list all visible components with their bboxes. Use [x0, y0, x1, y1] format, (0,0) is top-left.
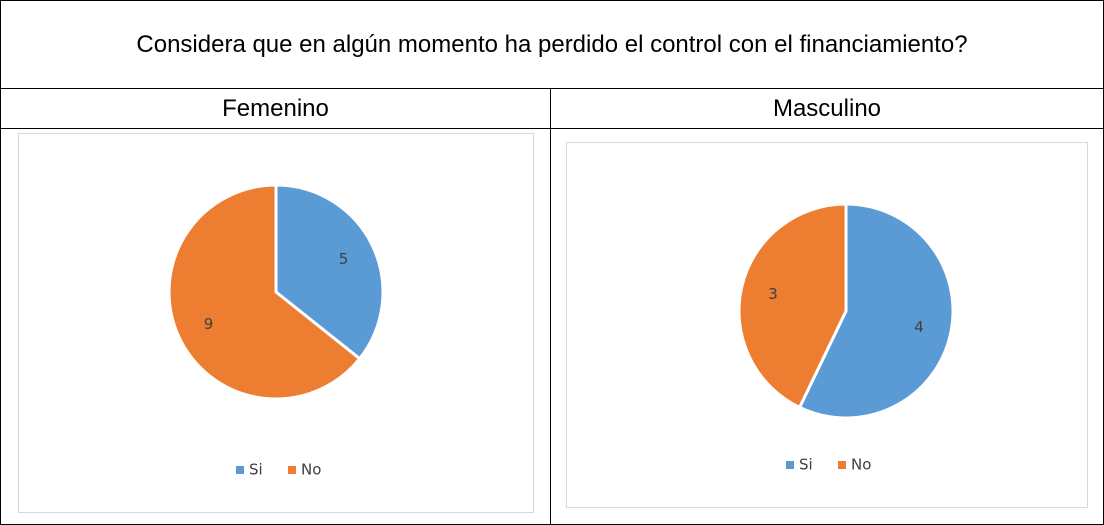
pie-slice — [274, 183, 385, 361]
legend-label: No — [851, 456, 871, 474]
legend-label: No — [301, 461, 321, 479]
data-label: 5 — [339, 250, 349, 268]
pie-slice — [737, 202, 848, 410]
data-label: 9 — [204, 315, 214, 333]
data-label: 3 — [768, 285, 778, 303]
legend-swatch — [786, 461, 794, 469]
pie-slice — [167, 183, 362, 401]
legend-swatch — [288, 466, 296, 474]
legend-label: Si — [249, 461, 263, 479]
legend-swatch — [838, 461, 846, 469]
pie-slice — [797, 202, 955, 420]
data-label: 4 — [914, 318, 924, 336]
legend-label: Si — [799, 456, 813, 474]
legend-swatch — [236, 466, 244, 474]
